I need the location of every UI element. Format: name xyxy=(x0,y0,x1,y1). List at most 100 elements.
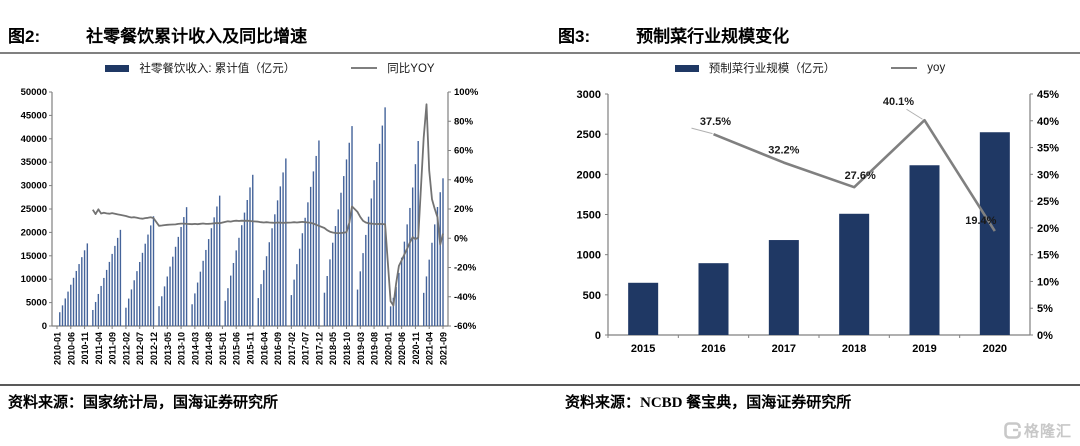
svg-text:2015: 2015 xyxy=(631,343,655,355)
svg-text:2015-06: 2015-06 xyxy=(232,332,242,365)
svg-text:50000: 50000 xyxy=(21,87,47,98)
svg-text:1000: 1000 xyxy=(577,250,601,262)
svg-text:2016-09: 2016-09 xyxy=(273,332,283,365)
svg-text:2012-12: 2012-12 xyxy=(149,332,159,365)
svg-text:2017-12: 2017-12 xyxy=(314,332,324,365)
svg-text:2011-04: 2011-04 xyxy=(94,332,104,365)
svg-text:45000: 45000 xyxy=(21,110,47,121)
figure3-header: 图3: 预制菜行业规模变化 xyxy=(540,0,1080,54)
svg-text:10%: 10% xyxy=(1037,276,1059,288)
x-axis-labels: 2015 2016 2017 2018 2019 2020 xyxy=(607,335,1007,355)
figure2-header: 图2: 社零餐饮累计收入及同比增速 xyxy=(0,0,540,54)
svg-text:500: 500 xyxy=(583,290,601,302)
svg-text:25000: 25000 xyxy=(21,204,47,215)
prepared-food-industry-chart: 0 500 1000 1500 2000 2500 3000 0% 5% 10% 15% 20% 25%… xyxy=(577,89,1060,355)
svg-text:2021-09: 2021-09 xyxy=(439,332,449,365)
svg-text:19.4%: 19.4% xyxy=(965,215,996,227)
svg-text:20000: 20000 xyxy=(21,227,47,238)
svg-text:2015-11: 2015-11 xyxy=(246,332,256,365)
svg-text:2018: 2018 xyxy=(842,343,866,355)
svg-text:0: 0 xyxy=(42,321,47,332)
y-axis-right-labels: 0% 5% 10% 15% 20% 25% 30% 35% 40% 45% xyxy=(1030,89,1059,342)
svg-text:2017: 2017 xyxy=(772,343,796,355)
figure3-tag: 图3: xyxy=(558,27,591,46)
revenue-bars xyxy=(59,107,444,327)
industry-scale-bars xyxy=(628,132,1010,335)
figure2-legend-line-swatch xyxy=(351,67,378,69)
svg-text:45%: 45% xyxy=(1037,89,1059,101)
svg-text:2010-06: 2010-06 xyxy=(66,332,76,365)
figure2-legend-bar-label: 社零餐饮收入: 累计值（亿元） xyxy=(139,63,296,75)
svg-text:80%: 80% xyxy=(454,116,474,127)
y-axis-left-labels: 0 500 1000 1500 2000 2500 3000 xyxy=(577,89,608,342)
yoy-line-group xyxy=(691,108,996,232)
svg-text:-20%: -20% xyxy=(454,263,477,274)
svg-text:2021-04: 2021-04 xyxy=(425,332,435,365)
svg-text:2500: 2500 xyxy=(577,129,601,141)
svg-text:15%: 15% xyxy=(1037,250,1059,262)
svg-text:2019: 2019 xyxy=(912,343,936,355)
svg-text:5%: 5% xyxy=(1037,303,1053,315)
svg-text:3000: 3000 xyxy=(577,89,601,101)
svg-text:2012-07: 2012-07 xyxy=(135,332,145,365)
figure3-legend-bar-swatch xyxy=(674,64,699,72)
svg-text:25%: 25% xyxy=(1037,196,1059,208)
svg-text:0%: 0% xyxy=(454,233,468,244)
svg-text:40.1%: 40.1% xyxy=(883,96,914,108)
svg-text:2011-09: 2011-09 xyxy=(108,332,118,365)
svg-text:30000: 30000 xyxy=(21,181,47,192)
figure2-title: 社零餐饮累计收入及同比增速 xyxy=(86,27,308,46)
svg-text:2017-02: 2017-02 xyxy=(287,332,297,365)
svg-text:2012-02: 2012-02 xyxy=(121,332,131,365)
gelonghui-logo-icon xyxy=(1004,422,1021,439)
svg-text:2014-08: 2014-08 xyxy=(204,332,214,365)
figure3-panel: 图3: 预制菜行业规模变化 预制菜行业规模（亿元） yoy 0 500 1000 150… xyxy=(540,0,1080,412)
svg-text:2010-01: 2010-01 xyxy=(53,332,63,365)
svg-text:40%: 40% xyxy=(454,175,474,186)
figure2-tag: 图2: xyxy=(8,27,41,46)
y-axis-right-labels: -60% -40% -20% 0% 20% 40% 60% 80% 100% xyxy=(448,87,479,332)
yoy-line xyxy=(713,118,996,232)
svg-text:2016-04: 2016-04 xyxy=(259,332,269,365)
figure2-legend-line-label: 同比YOY xyxy=(387,63,435,75)
svg-text:15000: 15000 xyxy=(21,251,47,262)
figure3-legend-line-swatch xyxy=(891,67,918,69)
svg-text:2000: 2000 xyxy=(577,169,601,181)
figure2-panel: 图2: 社零餐饮累计收入及同比增速 社零餐饮收入: 累计值（亿元） 同比YOY 0… xyxy=(0,0,540,412)
figure3-source: 资料来源：NCBD 餐宝典，国海证券研究所 xyxy=(540,384,1080,412)
x-axis-labels: 2010-01 2010-06 2010-11 2011-04 2011-09 2012-… xyxy=(53,326,449,365)
svg-text:2019-08: 2019-08 xyxy=(370,332,380,365)
yoy-line-group xyxy=(92,103,444,307)
svg-text:0%: 0% xyxy=(1037,330,1053,342)
gelonghui-watermark: 格隆汇 xyxy=(1004,420,1072,441)
figure3-legend-line-label: yoy xyxy=(927,62,946,74)
yoy-data-labels: 37.5% 32.2% 27.6% 40.1% 19.4% xyxy=(700,96,997,227)
svg-text:5000: 5000 xyxy=(26,298,47,309)
figure2-source: 资料来源：国家统计局，国海证券研究所 xyxy=(0,384,540,412)
svg-text:2018-10: 2018-10 xyxy=(342,332,352,365)
svg-text:37.5%: 37.5% xyxy=(700,116,731,128)
svg-text:2019-03: 2019-03 xyxy=(356,332,366,365)
svg-text:27.6%: 27.6% xyxy=(845,170,876,182)
svg-text:20%: 20% xyxy=(454,204,474,215)
svg-text:40000: 40000 xyxy=(21,134,47,145)
gelonghui-watermark-text: 格隆汇 xyxy=(1023,423,1072,440)
svg-text:32.2%: 32.2% xyxy=(768,145,799,157)
svg-text:10000: 10000 xyxy=(21,274,47,285)
svg-text:2020-11: 2020-11 xyxy=(411,332,421,365)
svg-text:2016: 2016 xyxy=(701,343,725,355)
svg-text:30%: 30% xyxy=(1037,169,1059,181)
svg-text:2017-07: 2017-07 xyxy=(301,332,311,365)
figure2-legend: 社零餐饮收入: 累计值（亿元） 同比YOY xyxy=(0,54,540,82)
svg-text:2018-05: 2018-05 xyxy=(328,332,338,365)
svg-text:35%: 35% xyxy=(1037,143,1059,155)
svg-text:-40%: -40% xyxy=(454,292,477,303)
figure3-legend-bar-label: 预制菜行业规模（亿元） xyxy=(708,63,836,75)
svg-text:1500: 1500 xyxy=(577,210,601,222)
y-axis-left-labels: 0 5000 10000 15000 20000 25000 30000 35000 40000… xyxy=(21,87,52,332)
yoy-line xyxy=(92,103,444,307)
figure3-legend: 预制菜行业规模（亿元） yoy xyxy=(540,54,1080,82)
svg-text:2013-05: 2013-05 xyxy=(163,332,173,365)
catering-revenue-yoy-chart: 0 5000 10000 15000 20000 25000 30000 35000 40000… xyxy=(21,87,479,365)
